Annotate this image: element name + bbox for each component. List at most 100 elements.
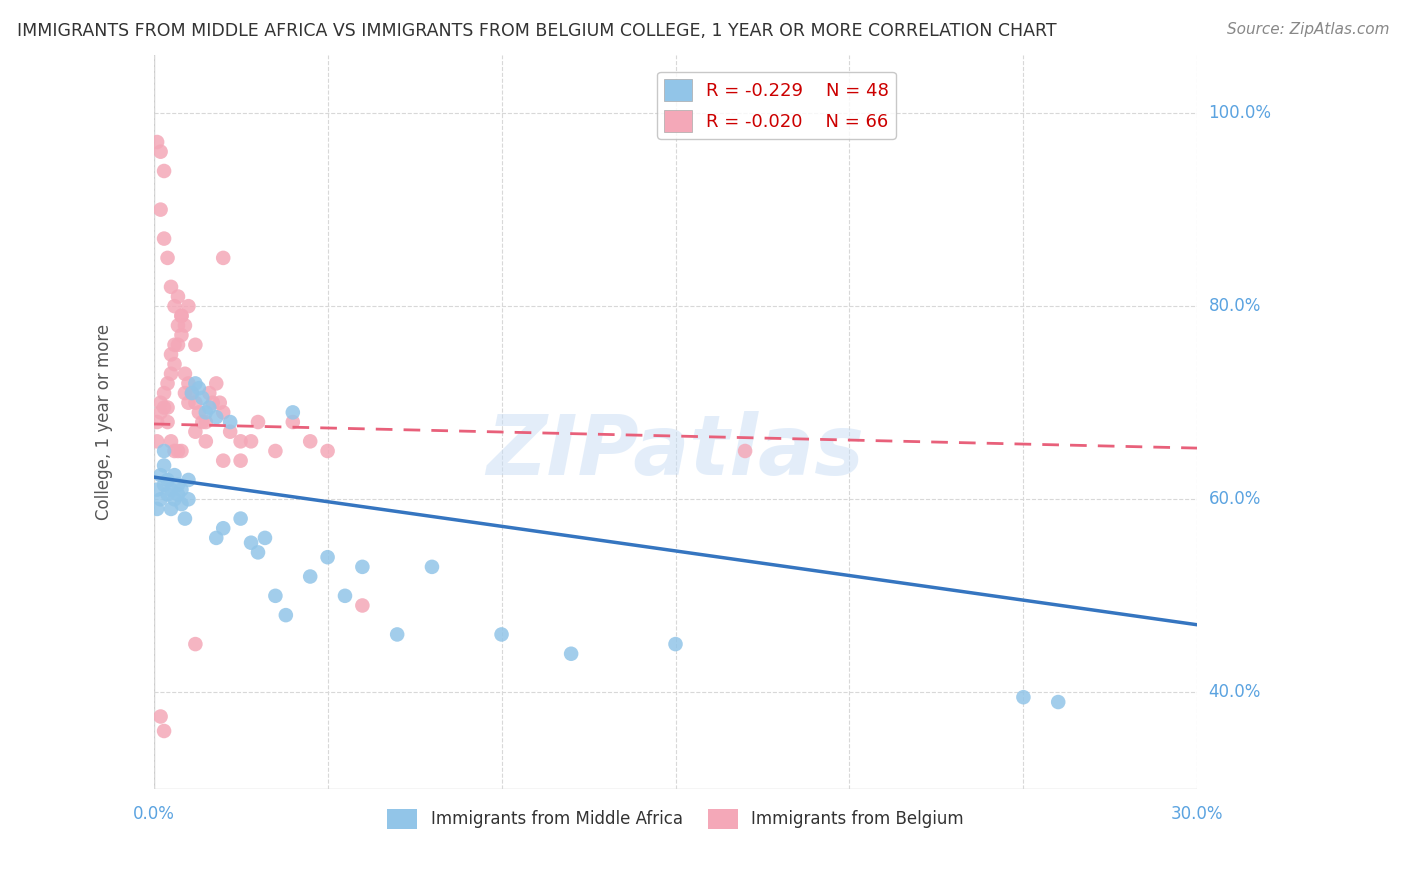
Point <box>229 453 252 467</box>
Point <box>149 709 172 723</box>
Point <box>1047 695 1070 709</box>
Point <box>205 410 228 425</box>
Point <box>184 376 207 391</box>
Point <box>420 559 443 574</box>
Point <box>170 483 193 497</box>
Point <box>352 599 374 613</box>
Point <box>560 647 582 661</box>
Point <box>156 415 179 429</box>
Point <box>153 164 176 178</box>
Text: 30.0%: 30.0% <box>1171 805 1223 823</box>
Point <box>156 487 179 501</box>
Point <box>153 386 176 401</box>
Point <box>146 502 169 516</box>
Point <box>163 444 186 458</box>
Point <box>664 637 686 651</box>
Point <box>149 202 172 217</box>
Point <box>333 589 356 603</box>
Point <box>163 492 186 507</box>
Point <box>281 405 304 419</box>
Point <box>146 415 169 429</box>
Point <box>160 347 183 361</box>
Point <box>170 309 193 323</box>
Point <box>153 444 176 458</box>
Point <box>240 434 263 449</box>
Point <box>201 395 224 409</box>
Point <box>153 724 176 739</box>
Point <box>229 434 252 449</box>
Point <box>153 401 176 415</box>
Text: IMMIGRANTS FROM MIDDLE AFRICA VS IMMIGRANTS FROM BELGIUM COLLEGE, 1 YEAR OR MORE: IMMIGRANTS FROM MIDDLE AFRICA VS IMMIGRA… <box>17 22 1056 40</box>
Point <box>212 453 235 467</box>
Point <box>174 318 197 333</box>
Point <box>212 251 235 265</box>
Point <box>264 444 287 458</box>
Point <box>208 395 231 409</box>
Point <box>146 135 169 149</box>
Point <box>156 473 179 487</box>
Point <box>167 318 190 333</box>
Point <box>184 425 207 439</box>
Point <box>247 415 270 429</box>
Point <box>177 473 200 487</box>
Point <box>167 338 190 352</box>
Text: Source: ZipAtlas.com: Source: ZipAtlas.com <box>1226 22 1389 37</box>
Text: 0.0%: 0.0% <box>132 805 174 823</box>
Point <box>174 367 197 381</box>
Point <box>153 231 176 245</box>
Text: 80.0%: 80.0% <box>1209 297 1261 315</box>
Point <box>184 637 207 651</box>
Point <box>229 511 252 525</box>
Point <box>299 569 322 583</box>
Point <box>177 492 200 507</box>
Point <box>194 434 217 449</box>
Text: College, 1 year or more: College, 1 year or more <box>94 324 112 520</box>
Point <box>149 395 172 409</box>
Point <box>156 251 179 265</box>
Point <box>163 299 186 313</box>
Point <box>177 376 200 391</box>
Point <box>198 401 221 415</box>
Point <box>177 299 200 313</box>
Point <box>149 492 172 507</box>
Text: 60.0%: 60.0% <box>1209 491 1261 508</box>
Point <box>160 280 183 294</box>
Point <box>187 405 209 419</box>
Point <box>149 468 172 483</box>
Point <box>212 405 235 419</box>
Point <box>167 289 190 303</box>
Point <box>149 405 172 419</box>
Point <box>253 531 276 545</box>
Point <box>184 395 207 409</box>
Point <box>167 444 190 458</box>
Point <box>281 415 304 429</box>
Point <box>205 531 228 545</box>
Point <box>146 434 169 449</box>
Point <box>167 487 190 501</box>
Point <box>180 386 202 401</box>
Point <box>316 550 339 565</box>
Point <box>163 338 186 352</box>
Point <box>316 444 339 458</box>
Point <box>184 338 207 352</box>
Point <box>170 328 193 343</box>
Point <box>174 386 197 401</box>
Point <box>194 415 217 429</box>
Point <box>191 391 214 405</box>
Point <box>167 477 190 491</box>
Point <box>352 559 374 574</box>
Point <box>160 434 183 449</box>
Point <box>491 627 513 641</box>
Point <box>153 477 176 491</box>
Point <box>163 357 186 371</box>
Point <box>146 483 169 497</box>
Point <box>177 395 200 409</box>
Point <box>170 309 193 323</box>
Text: 100.0%: 100.0% <box>1209 104 1271 122</box>
Point <box>299 434 322 449</box>
Text: 40.0%: 40.0% <box>1209 683 1261 701</box>
Point <box>385 627 408 641</box>
Point <box>156 401 179 415</box>
Legend: R = -0.229    N = 48, R = -0.020    N = 66: R = -0.229 N = 48, R = -0.020 N = 66 <box>657 71 896 139</box>
Point <box>160 367 183 381</box>
